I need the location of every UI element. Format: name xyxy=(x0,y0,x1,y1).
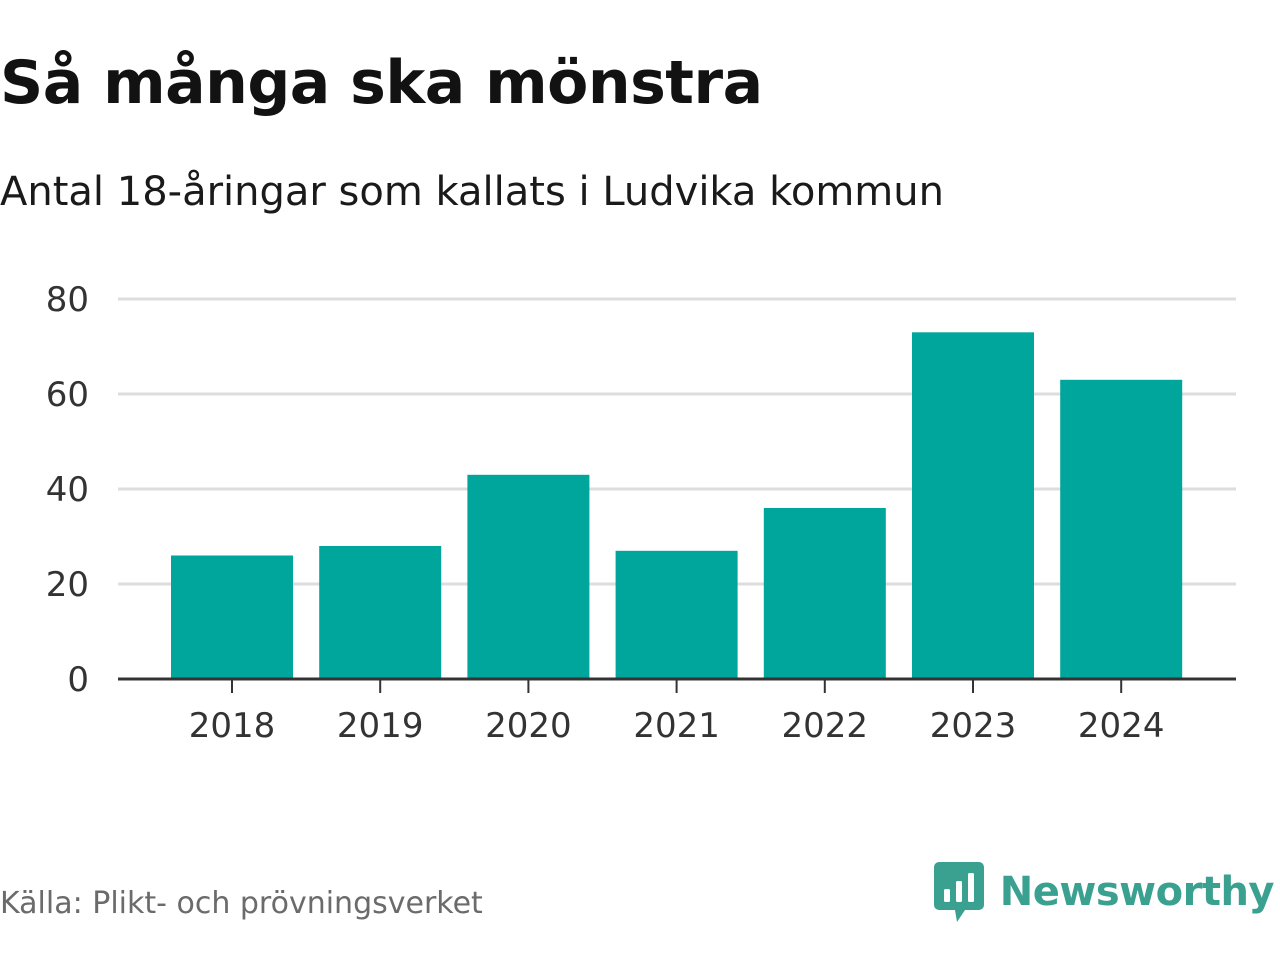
x-tick-label-2020: 2020 xyxy=(485,706,572,746)
y-tick-label-40: 40 xyxy=(46,470,89,510)
y-tick-label-20: 20 xyxy=(46,565,89,605)
x-tick-label-2019: 2019 xyxy=(337,706,424,746)
y-tick-label-60: 60 xyxy=(46,375,89,415)
chart-title: Så många ska mönstra xyxy=(0,48,763,118)
y-tick-label-80: 80 xyxy=(46,280,89,320)
bar-2020 xyxy=(467,474,590,680)
newsworthy-chart-bubble-icon xyxy=(933,862,984,922)
bar-2019 xyxy=(319,546,442,679)
bars xyxy=(171,332,1183,680)
bar-2021 xyxy=(615,550,738,680)
x-tick-label-2018: 2018 xyxy=(189,706,276,746)
brand-name: Newsworthy xyxy=(999,869,1275,915)
x-tick-label-2023: 2023 xyxy=(930,706,1017,746)
x-tick-label-2022: 2022 xyxy=(782,706,869,746)
bar-2024 xyxy=(1060,379,1183,680)
source-note: Källa: Plikt- och prövningsverket xyxy=(0,886,483,921)
y-tick-label-0: 0 xyxy=(67,660,89,700)
axes: 0 20 40 60 80 2018 2019 2020 2021 2022 2023 2024 xyxy=(46,280,1236,746)
chart-subtitle: Antal 18-åringar som kallats i Ludvika k… xyxy=(0,169,944,215)
x-tick-label-2024: 2024 xyxy=(1078,706,1165,746)
brand-signature: Newsworthy xyxy=(933,862,1275,922)
bar-2018 xyxy=(171,555,293,679)
bar-2023 xyxy=(912,332,1034,680)
x-tick-label-2021: 2021 xyxy=(633,706,720,746)
bar-2022 xyxy=(763,508,886,679)
